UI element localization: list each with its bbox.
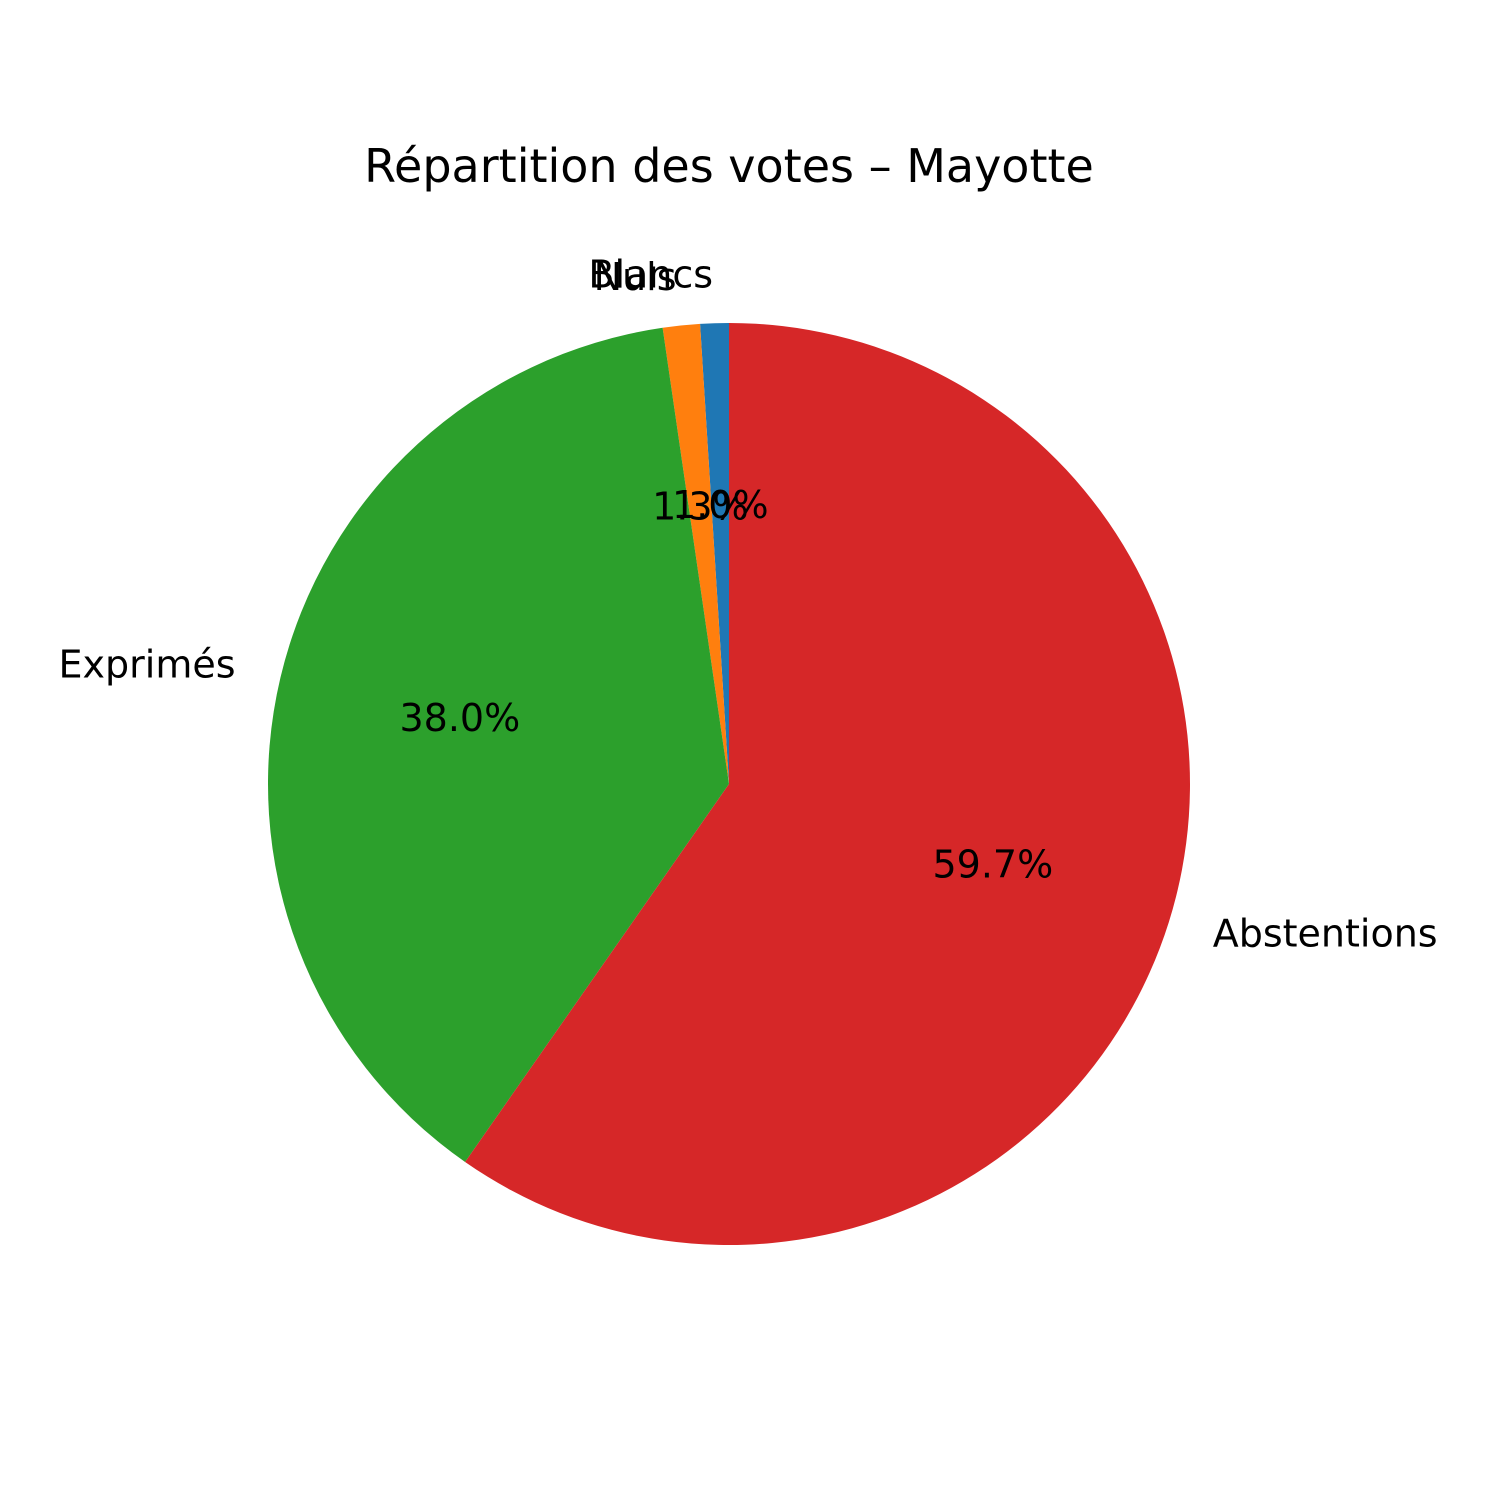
slice-label-abstentions: Abstentions	[1213, 912, 1438, 956]
slice-pct-abstentions: 59.7%	[932, 842, 1053, 886]
slice-label-exprimes: Exprimés	[59, 643, 236, 687]
pie-slice-nuls	[662, 323, 729, 784]
pie-slice-abstentions	[465, 322, 1190, 1245]
pie-labels: Blancs 1.0% Nuls 1.3% Exprimés 38.0% Abstentio…	[59, 253, 1438, 956]
chart-title: Répartition des votes – Mayotte	[364, 139, 1094, 193]
pie-slice-blancs	[700, 323, 729, 784]
pie-slices	[267, 322, 1190, 1245]
slice-pct-nuls: 1.3%	[652, 484, 749, 528]
slice-pct-blancs: 1.0%	[672, 483, 769, 527]
pie-slice-exprimes	[267, 327, 729, 1162]
slice-label-nuls: Nuls	[594, 255, 677, 299]
slice-label-blancs: Blancs	[588, 253, 713, 297]
slice-pct-exprimes: 38.0%	[399, 696, 520, 740]
